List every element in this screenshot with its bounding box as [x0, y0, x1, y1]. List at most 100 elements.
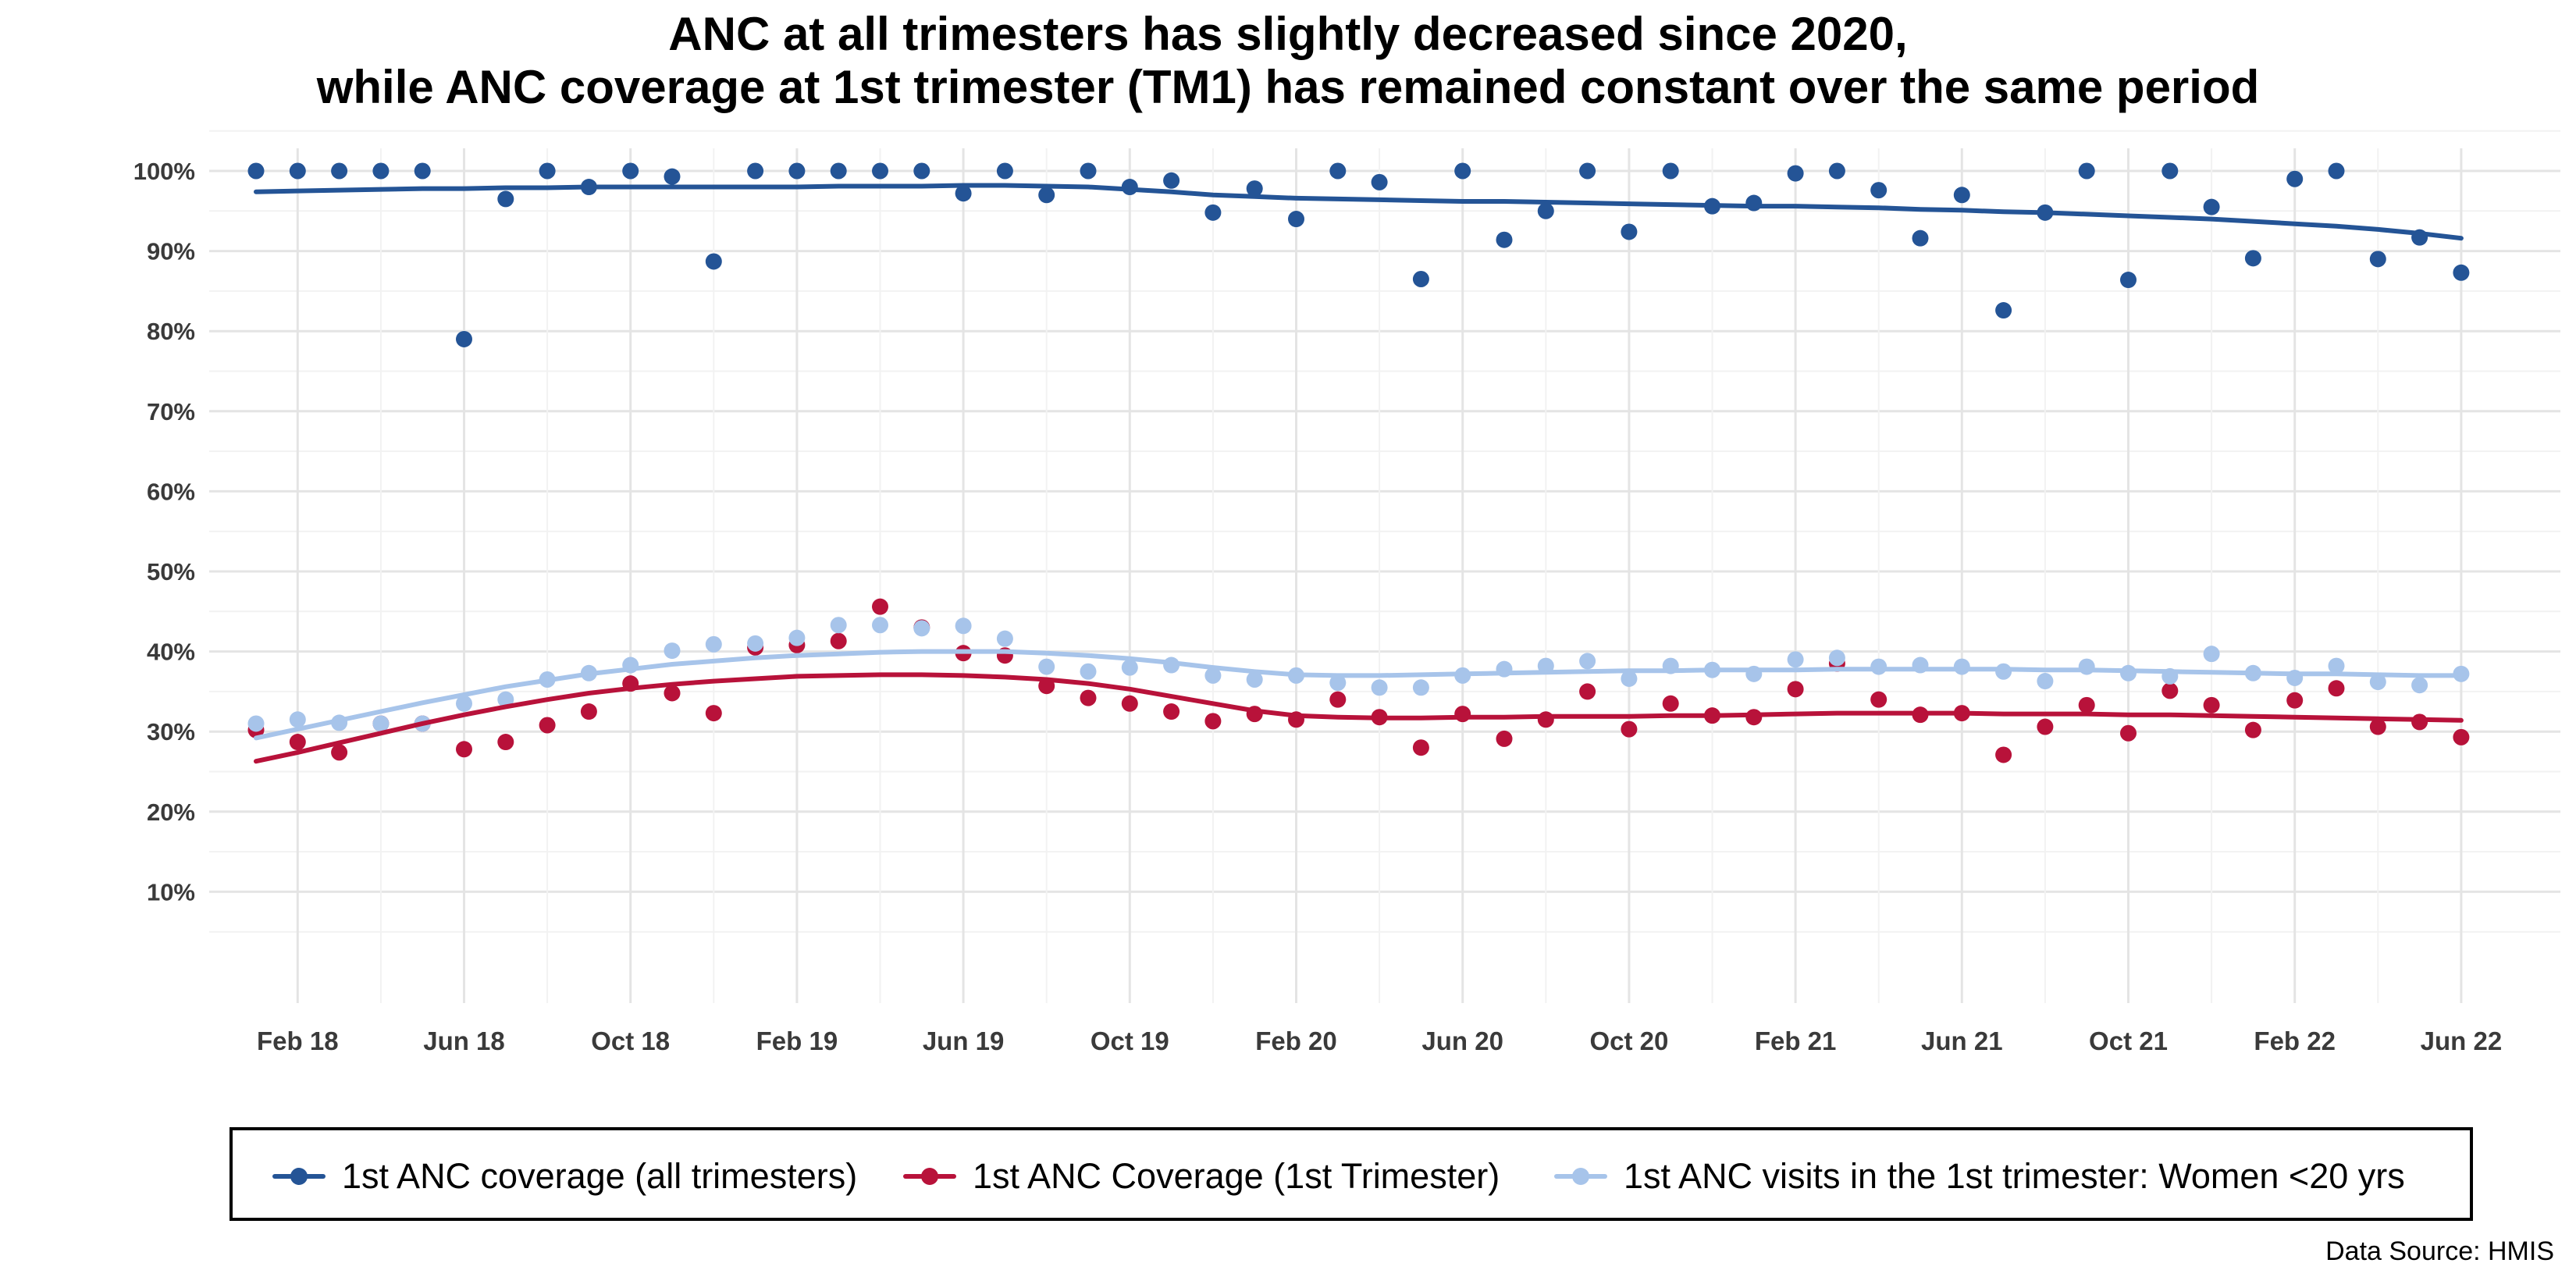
chart-subtitle: while ANC coverage at 1st trimester (TM1… [316, 61, 2260, 113]
data-point [2411, 677, 2428, 694]
legend-swatch-dot [290, 1168, 308, 1185]
data-point [539, 717, 556, 734]
data-point [2203, 646, 2220, 663]
data-point [1579, 162, 1596, 180]
data-point [331, 744, 348, 761]
data-point [1621, 670, 1638, 687]
data-point [456, 330, 472, 347]
data-point [664, 168, 681, 185]
data-point [2328, 162, 2345, 180]
data-point [497, 691, 514, 708]
data-point [1371, 679, 1388, 696]
data-point [2369, 674, 2386, 691]
data-point [1080, 162, 1097, 180]
data-point [1329, 674, 1347, 692]
data-point [872, 598, 888, 615]
data-point [2078, 162, 2095, 180]
data-point [1080, 663, 1097, 680]
x-axis-ticks: Feb 18 Jun 18 Oct 18 Feb 19 Jun 19 Oct 19 Feb … [257, 1026, 2502, 1055]
data-point [2203, 198, 2220, 215]
legend-item-all-trimesters: 1st ANC coverage (all trimesters) [272, 1156, 857, 1196]
data-point [289, 711, 306, 728]
data-point [1038, 187, 1055, 204]
trend-line-2 [254, 649, 2464, 741]
series-points-1 [247, 598, 2470, 763]
data-point [622, 162, 639, 180]
legend-swatch-dot [1572, 1168, 1589, 1185]
data-point [1995, 302, 2012, 319]
y-tick-label: 50% [147, 558, 195, 585]
y-tick-label: 70% [147, 398, 195, 425]
y-tick-label: 10% [147, 878, 195, 906]
data-point [539, 162, 556, 180]
data-point [1787, 165, 1804, 182]
data-point [747, 162, 764, 180]
y-tick-label: 100% [133, 158, 195, 185]
data-point [872, 617, 888, 634]
data-point [1121, 695, 1138, 712]
x-tick-label: Feb 18 [257, 1026, 339, 1055]
data-point [2244, 250, 2261, 267]
data-point [331, 162, 348, 180]
data-point [414, 162, 431, 180]
data-point [1329, 691, 1347, 708]
x-tick-label: Oct 20 [1589, 1026, 1668, 1055]
y-tick-label: 80% [147, 318, 195, 345]
data-point [2203, 696, 2220, 713]
data-point [1038, 658, 1055, 675]
data-point [788, 162, 806, 180]
grid [209, 130, 2560, 1003]
data-point [1537, 711, 1554, 728]
data-point [872, 162, 888, 180]
data-point [2244, 721, 2261, 738]
data-point [580, 703, 597, 720]
legend-label: 1st ANC Coverage (1st Trimester) [973, 1156, 1500, 1196]
data-point [2161, 682, 2179, 699]
data-point [1204, 713, 1222, 730]
data-point [913, 162, 930, 180]
data-point [497, 734, 514, 751]
data-source-note: Data Source: HMIS [2325, 1236, 2554, 1266]
data-point [456, 695, 472, 712]
data-point [1163, 172, 1180, 189]
data-point [1828, 162, 1845, 180]
data-point [1662, 162, 1679, 180]
data-point [247, 162, 265, 180]
y-axis-ticks: 10% 20% 30% 40% 50% 60% 70% 80% 90% 100% [133, 158, 195, 906]
data-point [2037, 718, 2054, 735]
data-point [2161, 162, 2179, 180]
data-point [788, 629, 806, 646]
data-point [1870, 658, 1888, 675]
data-point [2328, 680, 2345, 697]
data-point [1496, 231, 1513, 248]
data-point [1745, 194, 1763, 212]
data-point [705, 253, 722, 270]
data-point [996, 630, 1013, 647]
data-point [497, 190, 514, 208]
data-point [1912, 229, 1929, 247]
x-tick-label: Feb 22 [2254, 1026, 2336, 1055]
data-point [1579, 653, 1596, 670]
data-point [1412, 271, 1429, 288]
data-point [2328, 657, 2345, 674]
data-point [955, 617, 972, 635]
y-tick-label: 30% [147, 718, 195, 745]
data-point [372, 715, 390, 732]
data-point [2078, 658, 2095, 675]
x-tick-label: Feb 21 [1755, 1026, 1837, 1055]
legend-item-1st-trimester: 1st ANC Coverage (1st Trimester) [903, 1156, 1500, 1196]
data-point [996, 162, 1013, 180]
data-point [1537, 202, 1554, 219]
data-point [1454, 706, 1471, 723]
data-point [1204, 204, 1222, 221]
data-point [2120, 272, 2137, 289]
x-tick-label: Jun 22 [2421, 1026, 2503, 1055]
data-point [1621, 223, 1638, 240]
data-point [705, 705, 722, 722]
data-point [1163, 703, 1180, 720]
legend-box [229, 1127, 2473, 1221]
x-tick-label: Oct 19 [1091, 1026, 1169, 1055]
legend: 1st ANC coverage (all trimesters) 1st AN… [229, 1127, 2473, 1221]
data-point [747, 635, 764, 652]
